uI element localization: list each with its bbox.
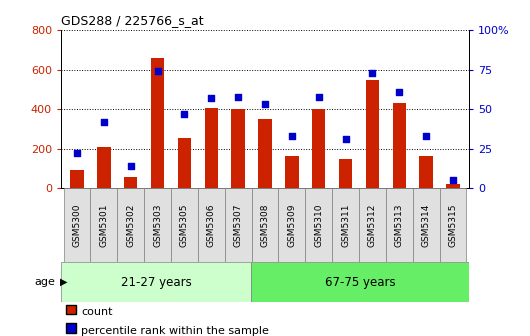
Text: count: count [81,307,112,318]
Bar [252,188,278,262]
Bar [419,156,433,188]
Bar [178,138,191,188]
Point [207,95,216,101]
Text: GSM5301: GSM5301 [100,203,109,247]
Bar [439,188,466,262]
Bar [366,80,379,188]
Text: GSM5307: GSM5307 [234,203,243,247]
Text: GSM5315: GSM5315 [448,203,457,247]
Bar [198,188,225,262]
Bar [225,188,252,262]
Bar [144,188,171,262]
Bar [386,188,413,262]
Text: GSM5305: GSM5305 [180,203,189,247]
Bar [124,177,137,188]
Point [73,151,81,156]
Text: ▶: ▶ [60,277,67,287]
Text: GSM5310: GSM5310 [314,203,323,247]
Text: GSM5302: GSM5302 [126,203,135,247]
Bar [413,188,439,262]
Bar [285,156,298,188]
Point [234,94,242,99]
Point [341,136,350,142]
Bar [151,58,164,188]
Text: GSM5303: GSM5303 [153,203,162,247]
Bar [70,170,84,188]
Bar [332,188,359,262]
Bar [171,188,198,262]
Bar [91,188,117,262]
Bar [393,103,406,188]
Point [395,89,403,94]
Text: GSM5314: GSM5314 [421,203,430,247]
Point [261,102,269,107]
Bar [305,188,332,262]
Bar [205,108,218,188]
Point [153,69,162,74]
Point [288,133,296,139]
Bar [312,109,325,188]
Point [100,119,108,125]
Bar [258,119,272,188]
Text: GSM5309: GSM5309 [287,203,296,247]
Text: 21-27 years: 21-27 years [121,276,191,289]
Text: GSM5312: GSM5312 [368,203,377,247]
Text: GSM5308: GSM5308 [261,203,269,247]
Text: age: age [35,277,56,287]
Point [127,163,135,169]
Text: GSM5313: GSM5313 [395,203,404,247]
Text: GSM5311: GSM5311 [341,203,350,247]
Text: GDS288 / 225766_s_at: GDS288 / 225766_s_at [61,14,204,27]
Bar [117,188,144,262]
Bar [64,188,91,262]
Bar [446,184,460,188]
Text: GSM5300: GSM5300 [73,203,82,247]
Point [422,133,430,139]
Bar [61,262,251,302]
Point [449,177,457,183]
Point [180,111,189,117]
Bar [97,147,111,188]
Text: GSM5306: GSM5306 [207,203,216,247]
Bar [232,109,245,188]
Bar [339,159,352,188]
Text: percentile rank within the sample: percentile rank within the sample [81,326,269,336]
Text: 67-75 years: 67-75 years [325,276,395,289]
Bar [359,188,386,262]
Point [368,70,377,76]
Bar [278,188,305,262]
Point [314,94,323,99]
Bar [251,262,469,302]
